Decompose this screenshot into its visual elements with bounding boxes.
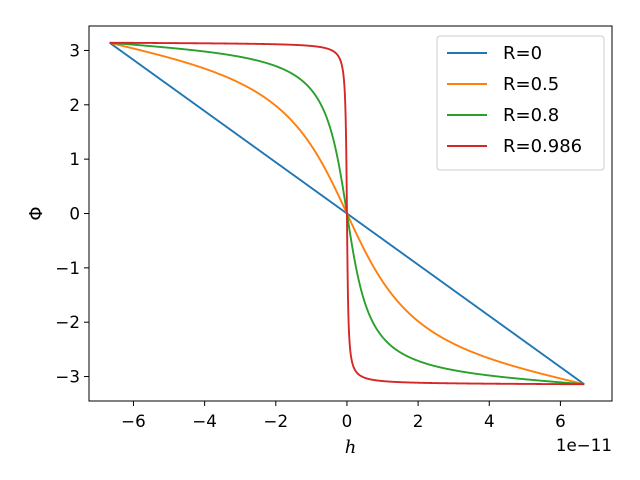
x-tick-label: −2 [263,411,288,431]
legend-label-0: R=0 [503,43,542,64]
x-tick-label: 6 [555,411,566,431]
legend-label-3: R=0.986 [503,136,582,157]
x-tick-label: −6 [121,411,146,431]
y-axis-ticks: −3 −2 −1 0 1 2 3 [55,40,89,387]
x-tick-label: 2 [413,411,424,431]
legend: R=0 R=0.5 R=0.8 R=0.986 [436,35,605,171]
x-tick-label: 0 [342,411,353,431]
x-axis-label: h [345,437,357,458]
legend-box [436,35,605,171]
plot-area [88,25,613,402]
x-tick-label: −4 [192,411,217,431]
y-tick-label: 3 [69,40,80,60]
y-tick-label: −3 [55,367,80,387]
y-tick-label: 2 [69,95,80,115]
series-layer [108,41,585,386]
y-tick-label: 1 [69,149,80,169]
legend-label-1: R=0.5 [503,74,559,95]
y-tick-label: −1 [55,258,80,278]
series-line-3 [108,41,585,386]
y-axis-label: Φ [26,206,47,220]
x-axis-ticks: −6 −4 −2 0 2 4 6 [121,401,566,431]
y-tick-label: −2 [55,312,80,332]
legend-label-2: R=0.8 [503,105,559,126]
x-axis-offset-label: 1e−11 [556,435,612,455]
x-tick-label: 4 [484,411,495,431]
y-tick-label: 0 [69,204,80,224]
